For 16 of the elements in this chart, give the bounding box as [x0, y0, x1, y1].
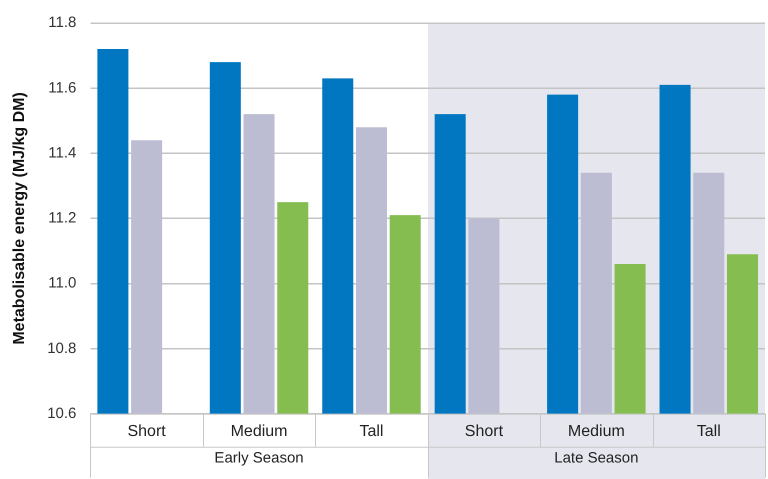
x-tick-label: Medium: [230, 422, 288, 440]
x-tick-label: Short: [127, 422, 166, 440]
y-tick-label: 11.0: [48, 274, 76, 292]
x-tick-label: Tall: [696, 422, 721, 440]
text: Late Season: [554, 449, 638, 466]
y-tick-label: 11.2: [48, 210, 76, 227]
y-axis-title: Metabolisable energy (MJ/kg DM): [11, 92, 28, 345]
y-tick-label: 10.8: [47, 340, 76, 357]
y-tick-label: 11.8: [48, 14, 76, 32]
x-tick-label: Short: [464, 422, 504, 440]
text: Early Season: [214, 449, 304, 466]
x-tick-label: Tall: [359, 422, 384, 440]
x-tick-label: Medium: [568, 422, 625, 440]
y-tick-label: 10.6: [47, 404, 76, 422]
y-tick-label: 11.4: [48, 144, 76, 162]
y-tick-label: 11.6: [48, 79, 76, 96]
